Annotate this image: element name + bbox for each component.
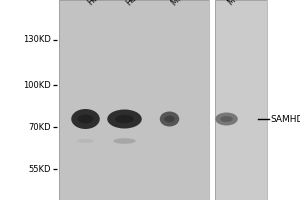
Ellipse shape [71, 109, 100, 129]
Bar [214, 0, 267, 200]
Text: Mouse spleen: Mouse spleen [226, 0, 272, 7]
Bar [58, 0, 208, 200]
Text: HepG2: HepG2 [85, 0, 111, 7]
Ellipse shape [77, 139, 94, 143]
Text: 130KD: 130KD [23, 36, 51, 45]
Ellipse shape [215, 112, 238, 126]
Bar [214, 0, 267, 200]
Ellipse shape [115, 115, 134, 123]
Text: SAMHD1: SAMHD1 [270, 114, 300, 123]
Text: 100KD: 100KD [23, 81, 51, 90]
Ellipse shape [164, 116, 175, 122]
Ellipse shape [160, 112, 179, 127]
Text: 55KD: 55KD [28, 164, 51, 173]
Ellipse shape [107, 110, 142, 129]
Bar [58, 0, 208, 200]
Ellipse shape [220, 116, 233, 122]
Ellipse shape [78, 114, 93, 123]
Ellipse shape [113, 138, 136, 144]
Text: MCF7: MCF7 [169, 0, 191, 7]
Text: 70KD: 70KD [28, 122, 51, 132]
Text: HeLa: HeLa [124, 0, 145, 7]
